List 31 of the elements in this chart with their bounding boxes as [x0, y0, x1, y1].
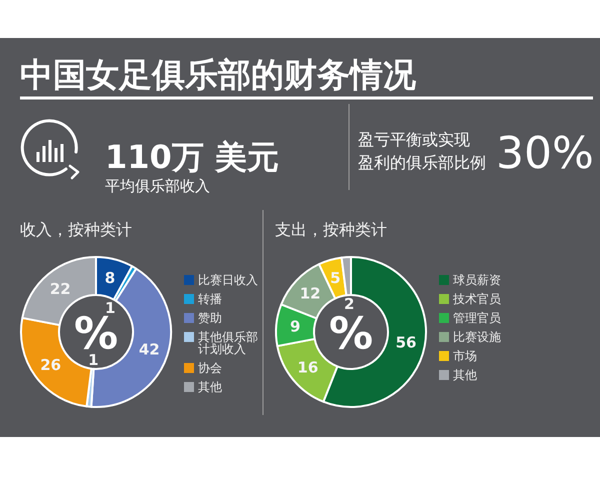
data-label: 5: [330, 269, 341, 288]
text: 盈亏平衡或实现: [358, 130, 470, 149]
legend-label: 比赛日收入: [198, 273, 258, 287]
legend-label: 其他: [198, 380, 222, 394]
legend-label: 协会: [198, 361, 222, 375]
data-label: 42: [138, 340, 160, 358]
text: 30%: [496, 128, 594, 179]
data-label: 22: [50, 280, 71, 298]
legend-label: 其他: [453, 368, 477, 382]
data-label: 12: [300, 284, 321, 303]
text: 盈利的俱乐部比例: [358, 153, 486, 172]
text: 110万 美元: [105, 138, 279, 176]
chart-title: 支出，按种类计: [275, 220, 387, 239]
text: 中国女足俱乐部的财务情况: [20, 55, 417, 94]
legend-label: 市场: [453, 349, 477, 363]
chart-title: 收入，按种类计: [20, 220, 132, 239]
legend-label: 转播: [198, 292, 222, 306]
data-label: 56: [396, 333, 416, 352]
legend-label: 比赛设施: [453, 330, 501, 344]
data-label: 1: [88, 350, 99, 369]
data-label: 26: [40, 356, 62, 374]
legend-label: 技术官员: [452, 292, 501, 306]
legend-label: 球员薪资: [453, 273, 501, 287]
legend-label: 管理官员: [453, 311, 501, 325]
data-label: 16: [297, 358, 318, 377]
data-label: 1: [105, 298, 116, 317]
data-label: 8: [104, 268, 116, 287]
legend-label: 其他俱乐部计划收入: [198, 330, 258, 356]
legend-label: 赞助: [198, 311, 222, 325]
text: 平均俱乐部收入: [105, 177, 210, 195]
data-label: 9: [290, 318, 300, 336]
